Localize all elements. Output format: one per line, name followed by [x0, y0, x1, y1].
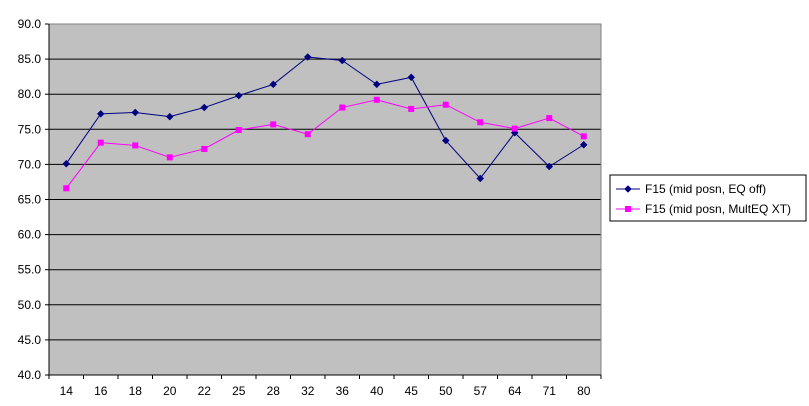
data-point: [132, 142, 139, 149]
x-tick-label: 22: [198, 384, 212, 398]
legend-entry: F15 (mid posn, MultEQ XT): [616, 202, 791, 216]
axes: 40.0 45.0 50.0 55.0 60.0 65.0 70.0 75.0 80.0 85.0…: [18, 17, 602, 398]
y-tick-label: 40.0: [18, 368, 42, 382]
series-group: [62, 53, 588, 192]
data-point: [303, 53, 312, 61]
data-point: [235, 127, 242, 134]
y-tick-label: 45.0: [18, 333, 42, 347]
data-point: [269, 80, 278, 89]
data-point: [580, 133, 587, 140]
data-point: [96, 110, 105, 118]
data-point: [166, 154, 173, 161]
data-point: [62, 159, 71, 168]
x-tick-label: 25: [232, 384, 246, 398]
data-point: [270, 121, 277, 128]
data-point: [131, 108, 140, 117]
data-point: [200, 103, 209, 112]
y-tick-label: 60.0: [18, 228, 42, 242]
x-tick-label: 80: [577, 384, 591, 398]
y-tick-label: 85.0: [18, 52, 42, 66]
series-2: [63, 96, 587, 192]
x-tick-label: 71: [543, 384, 557, 398]
y-tick-label: 75.0: [18, 122, 42, 136]
data-point: [373, 96, 380, 103]
x-tick-label: 28: [267, 384, 281, 398]
data-point: [546, 115, 553, 122]
data-point: [63, 185, 70, 192]
y-tick-label: 55.0: [18, 263, 42, 277]
data-point: [234, 91, 243, 100]
x-tick-label: 57: [474, 384, 488, 398]
legend-swatch-marker: [624, 185, 632, 193]
data-point: [441, 136, 450, 145]
legend: F15 (mid posn, EQ off) F15 (mid posn, Mul…: [609, 174, 807, 222]
y-tick-label: 50.0: [18, 298, 42, 312]
x-tick-label: 20: [163, 384, 177, 398]
legend-swatch-marker: [625, 206, 631, 212]
data-point: [339, 104, 346, 111]
y-tick-label: 80.0: [18, 87, 42, 101]
x-tick-label: 36: [336, 384, 350, 398]
x-tick-label: 14: [60, 384, 74, 398]
series-line: [65, 99, 584, 189]
legend-label: F15 (mid posn, EQ off): [645, 182, 766, 196]
legend-box: [609, 174, 807, 222]
data-point: [338, 56, 347, 65]
data-point: [372, 80, 381, 89]
x-tick-label: 32: [301, 384, 315, 398]
data-point: [165, 112, 174, 121]
data-point: [442, 101, 449, 108]
data-point: [201, 145, 208, 152]
data-point: [545, 162, 554, 171]
x-tick-label: 16: [94, 384, 108, 398]
x-tick-label: 64: [508, 384, 522, 398]
series-line: [65, 56, 585, 180]
data-point: [97, 139, 104, 146]
x-tick-label: 50: [439, 384, 453, 398]
data-point: [408, 105, 415, 112]
x-tick-label: 40: [370, 384, 384, 398]
data-point: [407, 73, 416, 82]
data-point: [304, 131, 311, 138]
legend-entry: F15 (mid posn, EQ off): [616, 182, 766, 196]
data-point: [511, 125, 518, 132]
legend-label: F15 (mid posn, MultEQ XT): [645, 202, 791, 216]
y-tick-label: 90.0: [18, 17, 42, 31]
x-tick-label: 18: [129, 384, 143, 398]
y-tick-label: 70.0: [18, 157, 42, 171]
data-point: [476, 174, 485, 183]
data-point: [477, 119, 484, 126]
y-tick-label: 65.0: [18, 193, 42, 207]
x-tick-label: 45: [405, 384, 419, 398]
series-1: [62, 53, 588, 183]
data-point: [579, 140, 588, 149]
